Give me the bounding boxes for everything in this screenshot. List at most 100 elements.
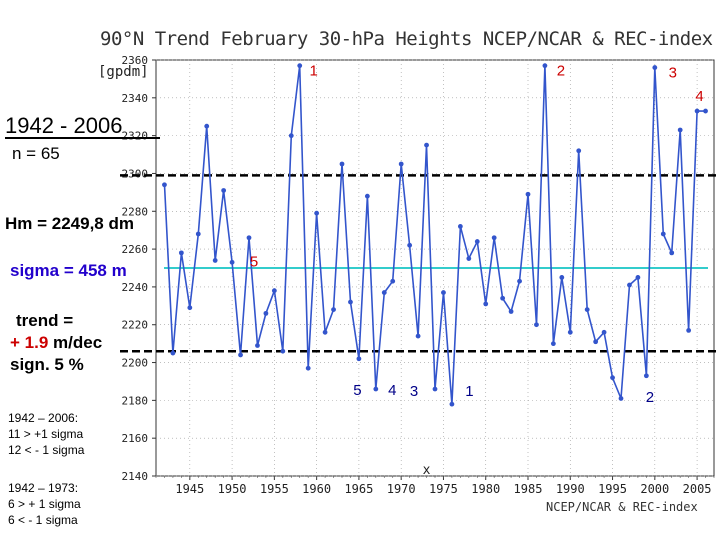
x-tick-label: 1965 bbox=[344, 482, 373, 496]
data-point bbox=[559, 275, 565, 280]
data-point bbox=[643, 373, 649, 379]
data-point bbox=[187, 305, 193, 311]
x-tick-label: 1995 bbox=[598, 482, 627, 496]
y-tick-label: 2180 bbox=[122, 394, 149, 407]
x-tick-label: 1955 bbox=[260, 482, 289, 496]
y-tick-label: 2140 bbox=[122, 470, 149, 483]
series-line bbox=[163, 65, 706, 405]
y-tick-label: 2160 bbox=[122, 432, 149, 445]
data-point bbox=[238, 352, 243, 358]
low-number-label: 3 bbox=[410, 383, 418, 400]
trend-value-line: + 1.9 m/dec bbox=[10, 332, 102, 354]
data-point bbox=[381, 290, 387, 295]
data-point bbox=[576, 148, 582, 154]
data-point bbox=[610, 375, 615, 381]
data-point bbox=[660, 231, 666, 237]
x-tick-label: 1945 bbox=[175, 482, 204, 496]
data-point bbox=[356, 356, 362, 362]
data-point bbox=[694, 108, 700, 114]
data-point bbox=[331, 307, 336, 312]
data-point bbox=[390, 278, 396, 284]
data-point bbox=[635, 275, 641, 280]
x-tick-label: 1980 bbox=[471, 482, 500, 496]
data-point bbox=[601, 329, 607, 335]
period-label: 1942 - 2006 bbox=[5, 113, 123, 138]
data-point bbox=[677, 127, 683, 133]
stats-heading: 1942 – 1973: bbox=[8, 481, 79, 495]
low-number-label: 2 bbox=[646, 389, 654, 406]
data-point bbox=[364, 193, 370, 199]
data-point bbox=[457, 224, 463, 229]
data-point bbox=[686, 328, 692, 333]
low-number-label: 4 bbox=[388, 382, 396, 399]
data-point bbox=[652, 65, 658, 70]
data-point bbox=[483, 301, 489, 307]
trend-box: trend = + 1.9 m/dec sign. 5 % bbox=[10, 310, 102, 376]
peak-number-label: 4 bbox=[695, 88, 703, 105]
data-point bbox=[297, 63, 303, 69]
x-tick-label: 2005 bbox=[683, 482, 712, 496]
data-point bbox=[627, 282, 632, 288]
y-tick-label: 2200 bbox=[122, 357, 149, 370]
significance-label: sign. 5 % bbox=[10, 355, 84, 374]
data-point bbox=[178, 250, 184, 256]
mean-height-label: Hm = 2249,8 dm bbox=[5, 214, 134, 233]
data-point bbox=[415, 333, 421, 339]
y-tick-label: 2320 bbox=[122, 130, 149, 143]
low-number-label: 1 bbox=[465, 383, 473, 400]
x-tick-label: 1985 bbox=[514, 482, 543, 496]
data-point bbox=[432, 386, 438, 392]
data-point bbox=[618, 396, 624, 401]
stats-below: 12 < - 1 sigma bbox=[8, 443, 85, 457]
chart-title: 90°N Trend February 30-hPa Heights NCEP/… bbox=[100, 28, 713, 50]
x-tick-label: 1970 bbox=[387, 482, 416, 496]
peak-number-label: 5 bbox=[250, 253, 258, 270]
data-point bbox=[500, 295, 506, 301]
data-point bbox=[246, 235, 252, 241]
data-point bbox=[373, 386, 379, 392]
trend-label: trend = bbox=[16, 311, 74, 330]
data-point bbox=[322, 329, 328, 335]
data-point bbox=[255, 343, 260, 348]
y-tick-label: 2240 bbox=[122, 281, 149, 294]
data-point bbox=[162, 182, 167, 188]
stats-1942-1973: 1942 – 1973: 6 > + 1 sigma 6 < - 1 sigma bbox=[8, 480, 81, 528]
y-tick-label: 2220 bbox=[122, 319, 149, 332]
data-point bbox=[449, 401, 455, 407]
peak-number-label: 2 bbox=[557, 63, 565, 80]
data-point bbox=[407, 242, 413, 248]
x-tick-label: 1950 bbox=[218, 482, 247, 496]
data-point bbox=[212, 258, 218, 263]
y-axis-unit-label: [gpdm] bbox=[98, 64, 149, 80]
trend-unit: m/dec bbox=[48, 333, 103, 352]
data-point bbox=[491, 235, 497, 241]
low-number-label: 5 bbox=[353, 382, 361, 399]
data-point bbox=[669, 250, 675, 256]
data-point bbox=[263, 310, 269, 316]
y-tick-label: 2340 bbox=[122, 92, 149, 105]
data-point bbox=[424, 142, 429, 148]
trend-value: + 1.9 bbox=[10, 333, 49, 352]
data-point bbox=[534, 322, 539, 328]
data-point bbox=[474, 239, 480, 244]
peak-number-label: 1 bbox=[310, 63, 318, 80]
data-point bbox=[584, 307, 590, 312]
data-point bbox=[517, 278, 522, 284]
stats-1942-2006: 1942 – 2006: 11 > +1 sigma 12 < - 1 sigm… bbox=[8, 410, 84, 458]
x-marker-label: x bbox=[423, 463, 431, 478]
data-point bbox=[195, 231, 201, 237]
x-tick-label: 2000 bbox=[640, 482, 669, 496]
data-point bbox=[339, 161, 345, 167]
data-point bbox=[288, 133, 294, 139]
data-point bbox=[466, 256, 472, 261]
y-tick-label: 2260 bbox=[122, 243, 149, 256]
data-point bbox=[348, 299, 353, 305]
data-point bbox=[525, 191, 531, 197]
stats-heading: 1942 – 2006: bbox=[8, 411, 79, 425]
data-point bbox=[398, 161, 404, 167]
data-point bbox=[567, 329, 573, 335]
data-point bbox=[550, 341, 556, 347]
data-point bbox=[271, 288, 277, 294]
peak-number-label: 3 bbox=[669, 65, 677, 82]
